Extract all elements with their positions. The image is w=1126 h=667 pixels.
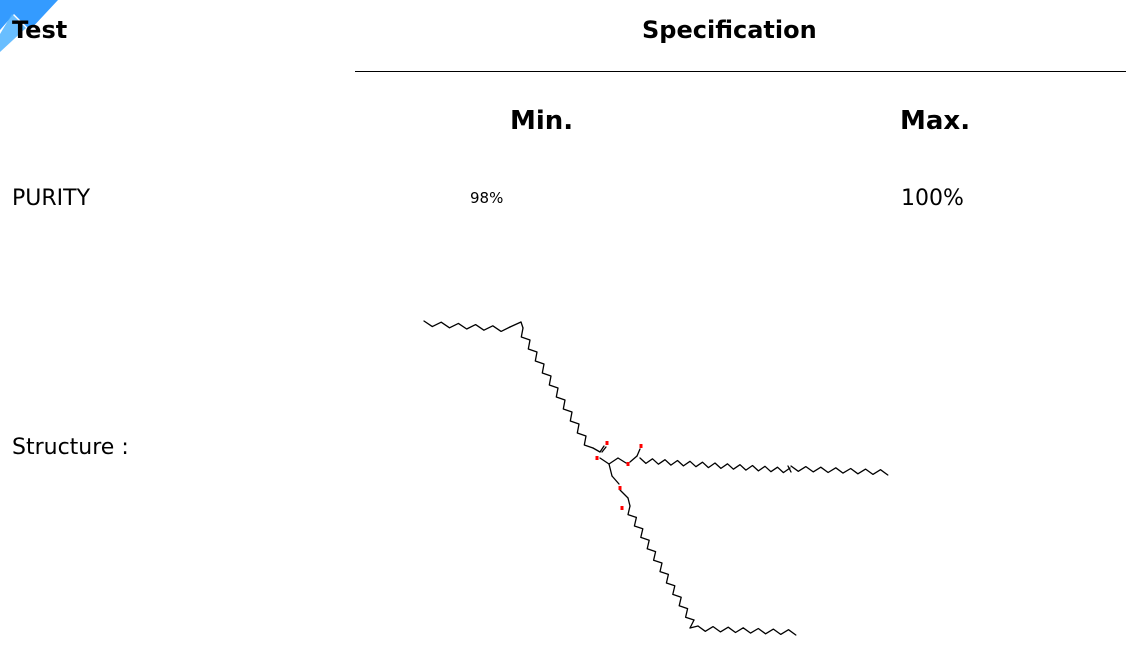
specification-divider: [355, 71, 1126, 72]
header-test: Test: [12, 16, 68, 44]
row-purity-max: 100%: [901, 186, 964, 211]
corner-mark-logo: [0, 0, 58, 52]
structure-label: Structure :: [12, 435, 129, 460]
header-min: Min.: [510, 106, 574, 136]
header-max: Max.: [900, 106, 971, 136]
row-purity-test: PURITY: [12, 186, 91, 211]
header-specification: Specification: [642, 16, 817, 44]
row-purity-min: 98%: [470, 189, 504, 207]
